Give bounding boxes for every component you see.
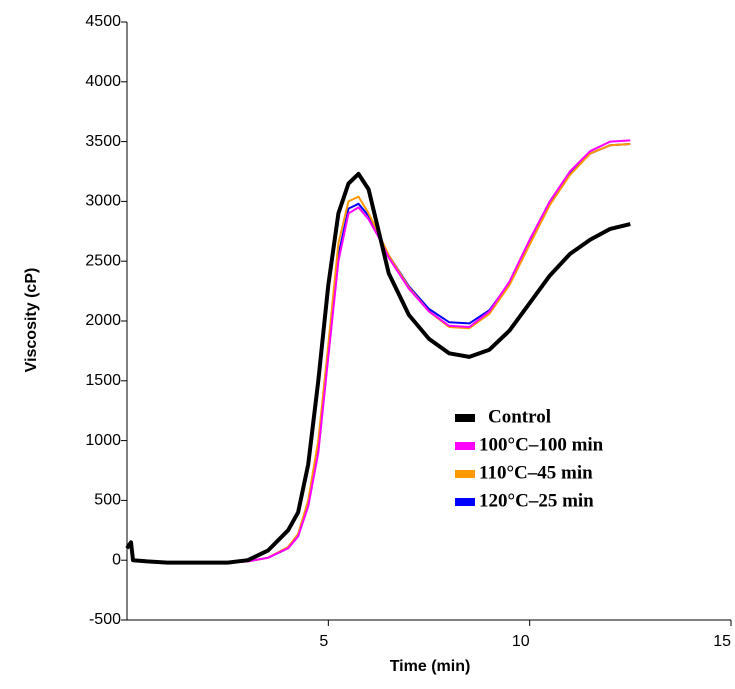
y-tick-label: 3000: [85, 193, 121, 210]
y-tick-label: 4500: [85, 13, 121, 30]
legend-label: 100°C–100 min: [479, 434, 604, 455]
legend-label: 110°C–45 min: [479, 462, 593, 483]
y-tick-label: 1000: [85, 432, 121, 449]
y-tick-label: 2000: [85, 312, 121, 329]
y-tick-label: 0: [112, 551, 121, 568]
y-tick-label: 4000: [85, 73, 121, 90]
legend-swatch: [455, 442, 475, 450]
y-tick-label: -500: [89, 611, 121, 628]
y-tick-label: 1500: [85, 372, 121, 389]
x-tick-label: 15: [713, 633, 731, 650]
legend-swatch: [455, 414, 475, 422]
legend-swatch: [455, 498, 475, 506]
legend: Control 100°C–100 min 110°C–45 min 120°C–25…: [455, 406, 604, 511]
x-tick-label: 5: [319, 633, 328, 650]
x-tick-label: 10: [512, 633, 530, 650]
legend-swatch: [455, 470, 475, 478]
y-axis-title: Viscosity (cP): [23, 268, 40, 373]
y-tick-label: 500: [94, 492, 121, 509]
y-tick-label: 3500: [85, 133, 121, 150]
line: [125, 171, 631, 565]
y-tick-label: 2500: [85, 252, 121, 269]
legend-label: 120°C–25 min: [479, 490, 594, 511]
legend-label: Control: [488, 406, 551, 427]
x-axis-title: Time (min): [390, 658, 471, 675]
